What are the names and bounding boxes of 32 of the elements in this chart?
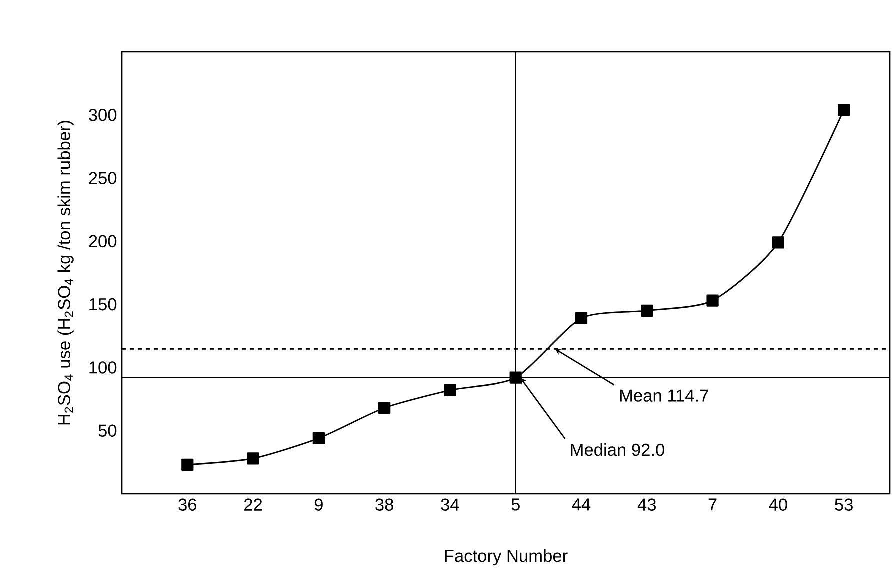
point [444, 384, 456, 397]
x-axis-title: Factory Number [445, 549, 568, 566]
ref-line-label: Median 92.0 [571, 443, 664, 456]
x-tick-label: 9 [314, 498, 323, 511]
x-tick-label: 36 [178, 498, 197, 511]
x-tick-label: 5 [512, 498, 520, 511]
point [182, 458, 194, 472]
y-tick-label: 300 [89, 109, 117, 122]
point [838, 104, 850, 116]
x-tick-label: 22 [244, 498, 262, 511]
point [641, 304, 654, 317]
ref-line-label: Mean 114.7 [620, 390, 708, 402]
point [247, 452, 260, 465]
point [575, 312, 588, 325]
y-tick-label: 100 [90, 362, 117, 374]
x-tick-label: 34 [441, 498, 460, 511]
y-tick-label: 50 [98, 424, 117, 437]
x-tick-label: 53 [835, 498, 853, 511]
point [378, 402, 391, 414]
point [312, 432, 325, 445]
point [510, 372, 522, 384]
text: H$_{2}$SO$_{4}$ use (H$_{2}$SO$_{4}$ kg /ton skim rubber) [58, 121, 74, 425]
x-tick-label: 7 [708, 498, 717, 511]
x-tick-label: 44 [572, 498, 591, 511]
y-tick-label: 250 [89, 172, 117, 184]
y-tick-label: 150 [90, 298, 117, 311]
point [706, 294, 719, 307]
point [772, 236, 784, 249]
x-tick-label: 43 [638, 498, 656, 511]
x-tick-label: 40 [769, 498, 788, 511]
y-tick-label: 200 [89, 235, 117, 248]
x-tick-label: 38 [376, 498, 394, 511]
